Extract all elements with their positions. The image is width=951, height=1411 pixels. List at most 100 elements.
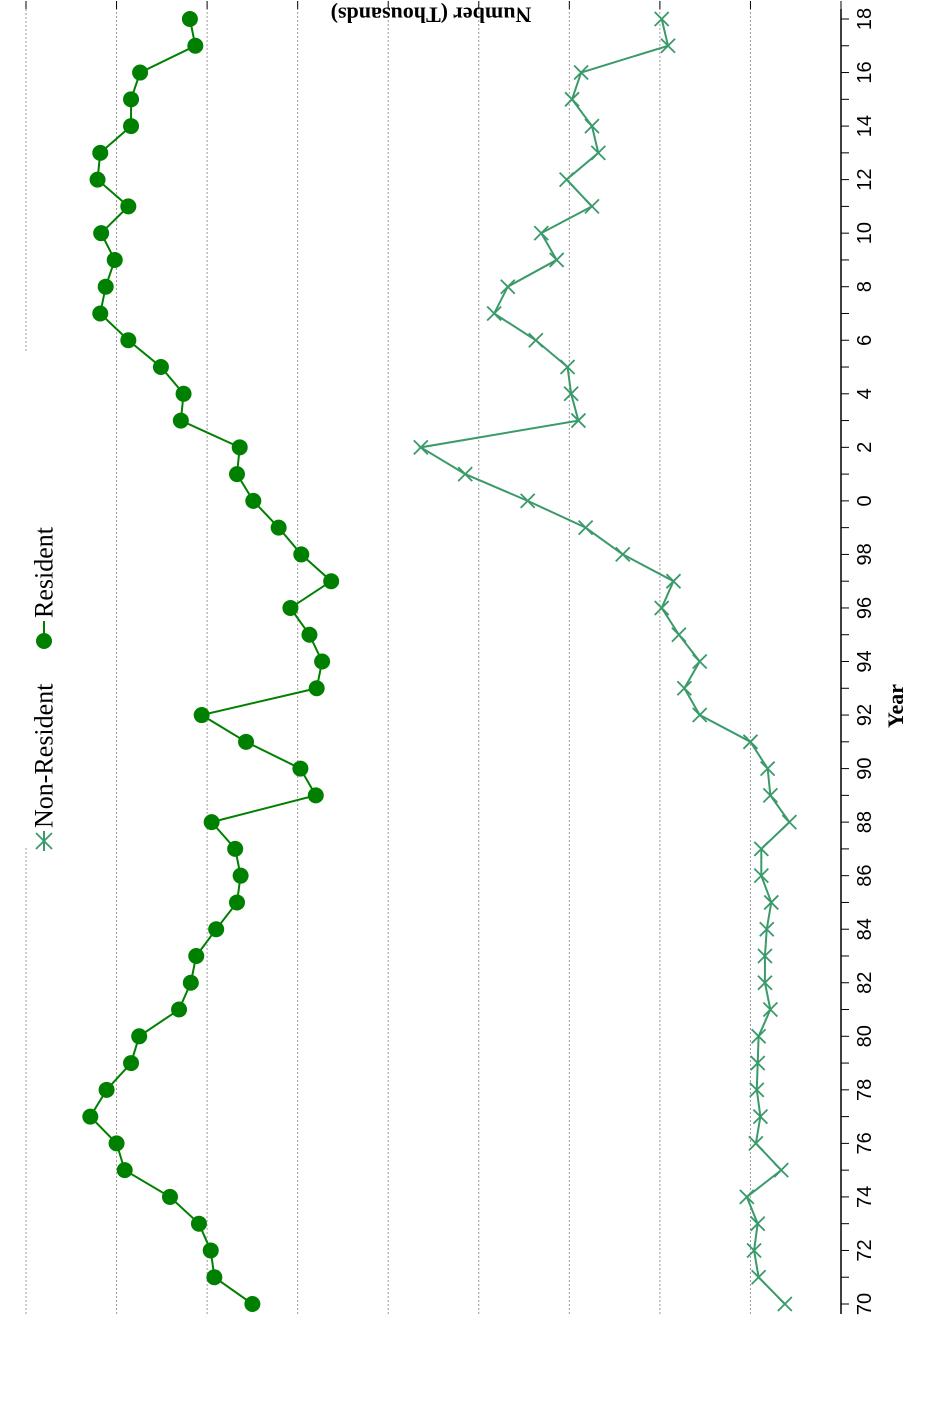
data-point: [654, 11, 670, 27]
data-point: [654, 600, 670, 616]
data-point: [750, 1028, 767, 1044]
legend-label-non-resident: Non-Resident: [30, 683, 59, 828]
x-tick-label: 82: [854, 972, 876, 994]
data-point: [577, 520, 594, 536]
data-point: [563, 386, 579, 402]
legend-item-resident: Resident: [30, 526, 59, 649]
data-point: [533, 225, 549, 241]
data-point: [750, 1055, 766, 1071]
legend-item-non-resident: Non-Resident: [30, 683, 59, 851]
data-point: [486, 305, 502, 322]
data-point: [203, 814, 220, 831]
x-axis-title: Year: [883, 684, 908, 728]
gridlines: [25, 9, 751, 1314]
data-point: [773, 1162, 789, 1178]
x-tick-label: 80: [854, 1025, 876, 1047]
data-point: [106, 251, 123, 268]
legend: Resident Non-Resident: [30, 526, 59, 851]
x-tick-label: 72: [854, 1239, 876, 1261]
data-point: [308, 680, 325, 697]
x-tick-label: 74: [854, 1186, 876, 1208]
data-point: [131, 1028, 148, 1045]
data-point: [97, 278, 114, 295]
data-point: [120, 198, 137, 215]
data-point: [457, 466, 473, 482]
x-tick-label: 84: [854, 918, 876, 940]
data-point: [301, 626, 318, 643]
x-tick-label: 78: [854, 1079, 876, 1101]
data-point: [781, 814, 798, 830]
data-point: [559, 359, 576, 375]
data-point: [584, 198, 600, 215]
legend-marker-non-resident: [35, 832, 53, 850]
data-point: [549, 252, 565, 268]
data-point: [93, 225, 110, 242]
data-point: [742, 734, 759, 750]
data-point: [528, 332, 544, 348]
data-point: [292, 760, 309, 777]
data-point: [748, 1135, 764, 1152]
data-point: [228, 894, 245, 911]
x-tick-label: 0: [854, 495, 876, 506]
x-tick-label: 94: [854, 650, 876, 672]
data-point: [193, 707, 210, 724]
x-tick-label: 2: [854, 442, 876, 453]
data-point: [202, 1242, 219, 1259]
data-point: [692, 653, 708, 670]
data-point: [92, 144, 109, 161]
data-point: [750, 1269, 767, 1285]
axes: 70 72 74 76 78 80 82 84 86 88 90 92 94 96 98 0 2 4 6 8 10 12 1…: [25, 1, 876, 1315]
data-point: [323, 573, 340, 590]
data-point: [314, 653, 331, 670]
data-point: [187, 37, 204, 54]
data-point: [762, 787, 779, 803]
data-point: [564, 91, 580, 107]
data-point: [175, 385, 192, 402]
data-point: [120, 332, 137, 349]
data-point: [590, 145, 606, 161]
data-point: [762, 1001, 779, 1018]
data-point: [746, 1242, 762, 1259]
data-point: [244, 1296, 261, 1312]
y-axis-title: Number (Thousands): [331, 3, 532, 28]
series-non-resident: [413, 11, 798, 1312]
x-tick-label: 86: [854, 865, 876, 887]
data-point: [182, 974, 199, 991]
data-point: [500, 279, 516, 295]
data-point: [245, 492, 262, 509]
series-resident: [82, 11, 340, 1312]
data-point: [270, 519, 287, 536]
x-tick-label: 14: [854, 115, 876, 137]
x-tick-label: 6: [854, 335, 876, 346]
data-point: [92, 305, 109, 322]
data-point: [98, 1081, 115, 1098]
data-point: [660, 38, 676, 54]
data-point: [123, 1055, 140, 1072]
data-point: [293, 546, 310, 563]
data-point: [123, 118, 140, 135]
data-point: [759, 921, 775, 937]
data-point: [188, 947, 205, 964]
x-tick-label: 98: [854, 543, 876, 565]
data-point: [206, 1269, 223, 1286]
data-point: [752, 1108, 769, 1125]
data-point: [228, 466, 245, 483]
x-tick-label: 96: [854, 597, 876, 619]
data-point: [615, 546, 631, 563]
data-point: [750, 1216, 766, 1232]
x-tick-label: 8: [854, 281, 876, 292]
x-tick-label: 12: [854, 169, 876, 191]
series-layer: [82, 11, 798, 1312]
data-point: [520, 493, 536, 509]
data-point: [739, 1189, 755, 1205]
data-point: [238, 733, 255, 750]
data-point: [760, 760, 776, 777]
data-point: [123, 91, 140, 108]
x-tick-label: 70: [854, 1293, 876, 1315]
data-point: [749, 1082, 765, 1098]
legend-label-resident: Resident: [30, 526, 59, 618]
data-point: [676, 680, 692, 696]
x-tick-label: 18: [854, 8, 876, 30]
data-point: [584, 118, 600, 134]
